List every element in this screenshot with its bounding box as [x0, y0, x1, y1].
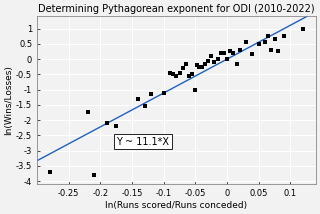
Point [148, 92, 154, 96]
Point [218, 51, 223, 55]
Point [187, 74, 192, 77]
Point [225, 57, 230, 61]
Point [180, 67, 185, 70]
Point [275, 50, 280, 53]
Point [272, 37, 277, 41]
Y-axis label: ln(Wins/Losses): ln(Wins/Losses) [4, 65, 13, 135]
Point [234, 62, 239, 65]
Point [104, 121, 109, 125]
Point [237, 48, 242, 52]
Point [228, 50, 233, 53]
Point [209, 54, 214, 58]
Point [221, 51, 227, 55]
Point [142, 105, 147, 108]
Point [263, 41, 268, 44]
Point [202, 62, 207, 65]
Point [269, 48, 274, 52]
Point [168, 71, 173, 74]
Point [177, 71, 182, 74]
Point [244, 41, 249, 44]
Point [171, 73, 176, 76]
Point [266, 34, 271, 38]
Point [92, 173, 97, 177]
Point [199, 65, 204, 68]
X-axis label: ln(Runs scored/Runs conceded): ln(Runs scored/Runs conceded) [105, 201, 247, 210]
Point [212, 60, 217, 64]
Text: Y ~ 11.1*X: Y ~ 11.1*X [116, 137, 169, 147]
Point [47, 170, 52, 174]
Point [161, 91, 166, 94]
Point [193, 88, 198, 91]
Point [194, 64, 199, 67]
Point [183, 62, 188, 65]
Point [136, 97, 141, 100]
Point [231, 51, 236, 55]
Point [282, 34, 287, 38]
Point [205, 59, 211, 62]
Point [196, 65, 201, 68]
Point [85, 111, 90, 114]
Point [190, 73, 195, 76]
Point [215, 57, 220, 61]
Point [256, 42, 261, 46]
Point [114, 125, 119, 128]
Point [300, 27, 306, 30]
Title: Determining Pythagorean exponent for ODI (2010-2022): Determining Pythagorean exponent for ODI… [38, 4, 315, 14]
Point [174, 74, 179, 77]
Point [250, 53, 255, 56]
